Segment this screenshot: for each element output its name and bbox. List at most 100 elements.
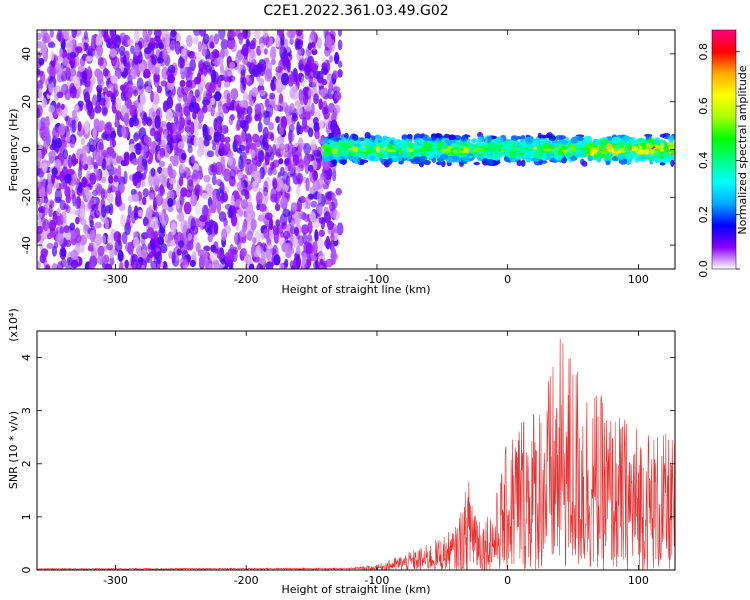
heatmap-cell xyxy=(510,135,519,142)
heatmap-cell xyxy=(37,79,43,92)
heatmap-cell xyxy=(504,149,510,157)
heatmap-cell xyxy=(286,30,291,38)
heatmap-cell xyxy=(209,41,215,49)
heatmap-cell xyxy=(384,152,389,158)
heatmap-cell xyxy=(248,98,255,106)
heatmap-cell xyxy=(177,116,186,129)
heatmap-cell xyxy=(78,181,83,194)
heatmap-cell xyxy=(247,114,253,123)
heatmap-cell xyxy=(153,220,161,230)
heatmap-cell xyxy=(179,256,188,266)
heatmap-cell xyxy=(319,119,324,130)
heatmap-cell xyxy=(454,147,464,151)
heatmap-cell xyxy=(110,37,118,44)
colorbar-tick-label: 0.2 xyxy=(697,206,710,224)
heatmap-cell xyxy=(275,78,283,90)
heatmap-cell xyxy=(359,158,365,166)
heatmap-cell xyxy=(318,203,323,216)
heatmap-cell xyxy=(112,56,120,71)
x-tick-label: 0 xyxy=(504,574,511,587)
colorbar-tick-label: 0.0 xyxy=(697,260,710,278)
snr-line-path xyxy=(37,338,675,570)
heatmap-cell xyxy=(100,187,106,200)
heatmap-cell xyxy=(64,186,71,198)
heatmap-cell xyxy=(542,148,552,152)
heatmap-cell xyxy=(88,137,94,148)
heatmap-cell xyxy=(336,137,342,141)
heatmap-cell xyxy=(168,169,177,179)
heatmap-cell xyxy=(72,193,77,207)
colorbar-tick-label: 0.4 xyxy=(697,152,710,170)
heatmap-cell xyxy=(48,105,55,113)
x-tick-label: -200 xyxy=(234,574,259,587)
heatmap-cell xyxy=(202,99,211,106)
heatmap-cell xyxy=(56,107,63,117)
heatmap-cell xyxy=(253,30,261,40)
heatmap-cell xyxy=(162,48,168,61)
heatmap-cell xyxy=(248,162,256,175)
heatmap-cell xyxy=(611,156,619,162)
heatmap-cell xyxy=(228,62,236,69)
heatmap-cell xyxy=(161,66,169,80)
heatmap-cell xyxy=(153,72,160,83)
heatmap-cell xyxy=(133,30,140,43)
heatmap-cell xyxy=(624,153,632,157)
heatmap-cell xyxy=(287,74,294,87)
heatmap-cell xyxy=(102,67,109,77)
heatmap-cell xyxy=(46,233,53,240)
heatmap-cell xyxy=(104,122,112,135)
heatmap-cell xyxy=(329,55,334,63)
heatmap-cell xyxy=(185,34,193,48)
heatmap-cell xyxy=(63,225,70,233)
heatmap-cell xyxy=(111,167,118,174)
heatmap-cell xyxy=(392,139,402,145)
heatmap-cell xyxy=(209,34,215,44)
heatmap-cell xyxy=(333,104,341,114)
heatmap-cell xyxy=(323,197,331,205)
heatmap-cell xyxy=(333,55,340,63)
heatmap-cell xyxy=(167,197,174,208)
heatmap-cell xyxy=(162,260,167,269)
heatmap-cell xyxy=(419,155,427,162)
heatmap-cell xyxy=(240,188,249,197)
heatmap-cell xyxy=(179,79,186,88)
heatmap-cell xyxy=(107,163,112,171)
heatmap-cell xyxy=(291,30,297,37)
heatmap-cell xyxy=(37,32,42,41)
heatmap-cell xyxy=(180,152,187,161)
heatmap-cell xyxy=(170,40,176,52)
heatmap-cell xyxy=(166,96,174,109)
heatmap-cell xyxy=(242,56,249,66)
heatmap-cell xyxy=(77,166,83,180)
heatmap-cell xyxy=(124,259,129,269)
heatmap-cell xyxy=(199,214,208,223)
heatmap-cell xyxy=(219,181,225,195)
heatmap-cell xyxy=(246,105,253,116)
heatmap-cell xyxy=(81,176,87,189)
heatmap-cell xyxy=(351,134,359,141)
heatmap-cell xyxy=(174,234,179,245)
heatmap-cell xyxy=(264,144,273,158)
heatmap-cell xyxy=(265,68,272,79)
heatmap-cell xyxy=(473,161,480,166)
heatmap-cell xyxy=(144,35,150,43)
heatmap-cell xyxy=(307,220,313,235)
heatmap-cell xyxy=(133,108,139,121)
heatmap-cell xyxy=(190,121,195,135)
heatmap-cell xyxy=(313,116,319,126)
heatmap-cell xyxy=(280,116,288,129)
heatmap-cell xyxy=(670,149,675,155)
colorbar-tick-label: 0.6 xyxy=(697,97,710,115)
heatmap-cell xyxy=(172,159,179,167)
heatmap-cell xyxy=(137,263,142,269)
heatmap-cell xyxy=(452,143,458,148)
heatmap-cell xyxy=(318,98,323,111)
heatmap-cell xyxy=(297,159,305,169)
spectrogram-y-axis-label: Frequency (Hz) xyxy=(7,109,20,192)
heatmap-cell xyxy=(112,139,117,148)
heatmap-cell xyxy=(364,137,370,146)
heatmap-cell xyxy=(174,144,180,158)
heatmap-cell xyxy=(255,191,263,205)
heatmap-cell xyxy=(113,231,121,243)
heatmap-cell xyxy=(647,153,652,158)
